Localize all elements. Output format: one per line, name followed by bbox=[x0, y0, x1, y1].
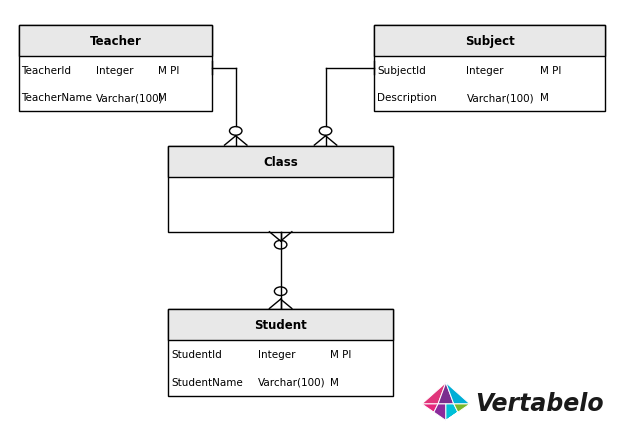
Polygon shape bbox=[422, 404, 446, 421]
Polygon shape bbox=[434, 404, 446, 421]
Bar bbox=[168, 146, 393, 177]
Polygon shape bbox=[446, 404, 470, 421]
Text: StudentName: StudentName bbox=[171, 377, 243, 387]
Text: Varchar(100): Varchar(100) bbox=[258, 377, 326, 387]
Text: StudentId: StudentId bbox=[171, 349, 222, 359]
Text: Varchar(100): Varchar(100) bbox=[96, 93, 164, 103]
Polygon shape bbox=[422, 383, 446, 404]
Text: M: M bbox=[540, 93, 549, 103]
Text: M PI: M PI bbox=[540, 65, 562, 76]
Bar bbox=[168, 310, 393, 341]
Polygon shape bbox=[438, 383, 454, 404]
Text: Varchar(100): Varchar(100) bbox=[467, 93, 534, 103]
Text: Integer: Integer bbox=[258, 349, 296, 359]
Text: TeacherName: TeacherName bbox=[21, 93, 92, 103]
Text: Subject: Subject bbox=[465, 35, 514, 48]
Bar bbox=[374, 26, 605, 112]
Text: Class: Class bbox=[264, 155, 298, 168]
Text: Vertabelo: Vertabelo bbox=[475, 391, 604, 415]
Text: TeacherId: TeacherId bbox=[21, 65, 71, 76]
Text: SubjectId: SubjectId bbox=[377, 65, 425, 76]
Text: Integer: Integer bbox=[96, 65, 133, 76]
Text: M: M bbox=[158, 93, 167, 103]
Bar bbox=[374, 26, 605, 57]
Polygon shape bbox=[446, 404, 458, 421]
Text: M PI: M PI bbox=[330, 349, 351, 359]
Text: Teacher: Teacher bbox=[90, 35, 142, 48]
Bar bbox=[18, 26, 212, 57]
Text: Student: Student bbox=[254, 319, 307, 332]
Text: M: M bbox=[330, 377, 339, 387]
Text: M PI: M PI bbox=[158, 65, 179, 76]
Bar bbox=[168, 146, 393, 232]
Bar bbox=[168, 310, 393, 396]
Text: Integer: Integer bbox=[467, 65, 504, 76]
Bar bbox=[18, 26, 212, 112]
Text: Description: Description bbox=[377, 93, 437, 103]
Polygon shape bbox=[446, 383, 470, 404]
